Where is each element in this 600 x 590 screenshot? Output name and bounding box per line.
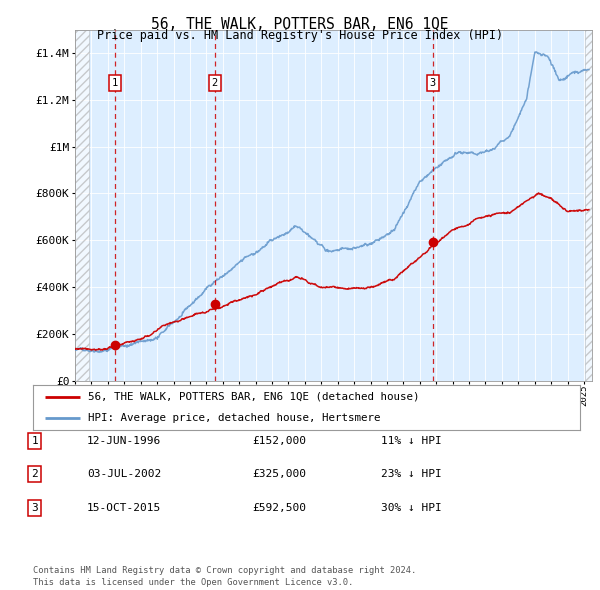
Text: £592,500: £592,500 xyxy=(252,503,306,513)
Text: 11% ↓ HPI: 11% ↓ HPI xyxy=(381,436,442,445)
Text: 56, THE WALK, POTTERS BAR, EN6 1QE (detached house): 56, THE WALK, POTTERS BAR, EN6 1QE (deta… xyxy=(88,392,419,402)
Text: £325,000: £325,000 xyxy=(252,470,306,479)
Text: 1: 1 xyxy=(31,436,38,445)
Text: 15-OCT-2015: 15-OCT-2015 xyxy=(87,503,161,513)
Text: 23% ↓ HPI: 23% ↓ HPI xyxy=(381,470,442,479)
Text: £152,000: £152,000 xyxy=(252,436,306,445)
Text: Contains HM Land Registry data © Crown copyright and database right 2024.
This d: Contains HM Land Registry data © Crown c… xyxy=(33,566,416,587)
Text: 3: 3 xyxy=(430,78,436,88)
Text: 12-JUN-1996: 12-JUN-1996 xyxy=(87,436,161,445)
Text: 30% ↓ HPI: 30% ↓ HPI xyxy=(381,503,442,513)
Text: 2: 2 xyxy=(211,78,218,88)
Text: HPI: Average price, detached house, Hertsmere: HPI: Average price, detached house, Hert… xyxy=(88,413,380,423)
Bar xyxy=(75,30,89,381)
Text: 03-JUL-2002: 03-JUL-2002 xyxy=(87,470,161,479)
Text: 1: 1 xyxy=(112,78,118,88)
Bar xyxy=(586,30,592,381)
Text: 2: 2 xyxy=(31,470,38,479)
Text: 56, THE WALK, POTTERS BAR, EN6 1QE: 56, THE WALK, POTTERS BAR, EN6 1QE xyxy=(151,17,449,32)
Text: 3: 3 xyxy=(31,503,38,513)
Text: Price paid vs. HM Land Registry's House Price Index (HPI): Price paid vs. HM Land Registry's House … xyxy=(97,29,503,42)
